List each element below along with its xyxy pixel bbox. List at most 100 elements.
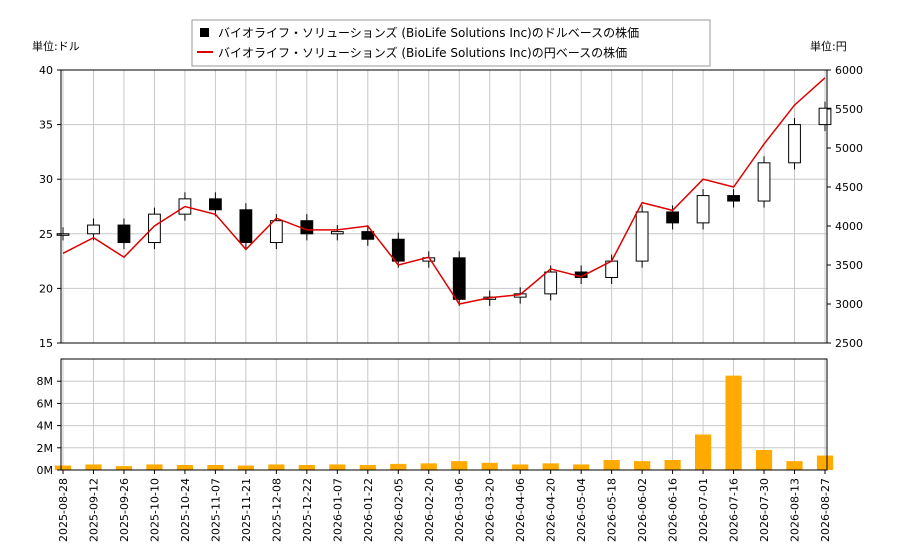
x-tick-label: 2026-03-06 xyxy=(453,478,466,542)
right-tick-label: 3500 xyxy=(835,259,863,272)
volume-bar xyxy=(237,465,254,470)
x-tick-label: 2026-05-04 xyxy=(575,478,588,542)
right-tick-label: 6000 xyxy=(835,64,863,77)
left-tick-label: 15 xyxy=(39,337,53,350)
volume-bar xyxy=(85,464,102,470)
legend-yen-label: バイオライフ・ソリューションズ (BioLife Solutions Inc)の… xyxy=(218,45,627,60)
dollar-candles xyxy=(56,101,832,306)
candle-body xyxy=(757,162,771,202)
candle-body xyxy=(696,195,710,224)
volume-bar xyxy=(298,465,315,470)
legend-square-marker xyxy=(200,28,209,37)
volume-bar xyxy=(329,464,346,470)
volume-bar xyxy=(115,466,133,470)
volume-bar xyxy=(755,450,773,470)
candle-body xyxy=(391,238,405,262)
volume-bar xyxy=(481,462,498,470)
x-tick-label: 2025-12-22 xyxy=(301,478,314,542)
right-tick-label: 4500 xyxy=(835,181,863,194)
axes: 2025-08-28 2025-09-12 2025-09-26 2025-10-10… xyxy=(37,64,864,542)
x-tick-label: 2025-09-26 xyxy=(118,478,131,542)
right-tick-label: 5000 xyxy=(835,142,863,155)
x-tick-label: 2026-08-13 xyxy=(789,478,802,542)
volume-bar xyxy=(390,463,407,470)
candle-body xyxy=(87,224,100,235)
candle-body xyxy=(788,124,801,164)
x-tick-label: 2026-04-06 xyxy=(514,478,527,542)
x-tick-label: 2025-10-10 xyxy=(148,478,161,542)
volume-tick-label: 0M xyxy=(37,464,54,477)
volume-tick-label: 2M xyxy=(37,442,54,455)
left-tick-label: 35 xyxy=(39,119,53,132)
volume-tick-label: 6M xyxy=(37,397,54,410)
x-tick-label: 2026-06-02 xyxy=(636,478,649,542)
volume-bar xyxy=(207,465,224,470)
volume-bar xyxy=(268,464,285,470)
x-tick-label: 2026-01-22 xyxy=(362,478,375,542)
candle-body xyxy=(56,233,70,236)
volume-panel-frame xyxy=(60,358,828,471)
candle-body xyxy=(148,213,161,244)
volume-bar xyxy=(420,463,437,470)
candle-body xyxy=(239,209,253,244)
volume-bar xyxy=(694,434,712,470)
candle-body xyxy=(452,257,466,300)
volume-bar xyxy=(512,464,529,470)
yen-price-line xyxy=(62,77,826,305)
x-tick-label: 2025-12-08 xyxy=(270,478,283,542)
volume-bar xyxy=(603,460,620,470)
volume-bar xyxy=(634,461,651,470)
x-tick-label: 2026-03-20 xyxy=(484,478,497,542)
legend-dollar-label: バイオライフ・ソリューションズ (BioLife Solutions Inc)の… xyxy=(218,25,639,40)
legend: バイオライフ・ソリューションズ (BioLife Solutions Inc)の… xyxy=(191,19,711,67)
x-tick-label: 2026-06-16 xyxy=(667,478,680,542)
candle-body xyxy=(269,220,283,244)
x-tick-label: 2026-07-16 xyxy=(728,478,741,542)
legend-box xyxy=(191,19,711,67)
volume-bar xyxy=(816,455,834,470)
volume-bar xyxy=(725,375,742,470)
candle-body xyxy=(727,195,740,202)
price-panel-frame xyxy=(60,69,828,344)
candle-body xyxy=(117,224,131,244)
volume-bars xyxy=(54,375,834,470)
right-tick-label: 4000 xyxy=(835,220,863,233)
candle-body xyxy=(300,220,314,235)
volume-tick-label: 4M xyxy=(37,420,54,433)
volume-bar xyxy=(786,461,803,470)
candle-body xyxy=(209,198,222,211)
volume-bar xyxy=(176,465,194,470)
volume-bar xyxy=(542,463,559,470)
volume-bar xyxy=(451,461,468,470)
x-tick-label: 2026-05-18 xyxy=(606,478,619,542)
candle-body xyxy=(544,271,558,295)
x-tick-label: 2025-10-24 xyxy=(179,478,192,542)
x-tick-label: 2025-11-21 xyxy=(240,478,253,542)
left-tick-label: 40 xyxy=(39,64,53,77)
candle-body xyxy=(330,231,344,235)
left-tick-label: 20 xyxy=(39,282,53,295)
x-tick-label: 2026-08-27 xyxy=(819,478,832,542)
candle-body xyxy=(361,231,375,240)
volume-bar xyxy=(54,465,72,470)
x-tick-label: 2025-11-07 xyxy=(209,478,222,542)
right-tick-label: 3000 xyxy=(835,298,863,311)
x-tick-label: 2026-02-05 xyxy=(392,478,405,542)
x-tick-label: 2026-07-30 xyxy=(758,478,771,542)
volume-tick-label: 8M xyxy=(37,375,54,388)
candle-body xyxy=(818,107,832,126)
right-unit-label: 単位:円 xyxy=(810,39,847,53)
x-tick-label: 2026-01-07 xyxy=(331,478,344,542)
x-tick-label: 2026-02-20 xyxy=(423,478,436,542)
left-unit-label: 単位:ドル xyxy=(32,39,80,53)
left-tick-label: 30 xyxy=(39,173,53,186)
x-tick-label: 2026-04-20 xyxy=(545,478,558,542)
left-tick-label: 25 xyxy=(39,228,53,241)
right-tick-label: 5500 xyxy=(835,103,863,116)
volume-bar xyxy=(359,465,376,470)
volume-bar xyxy=(573,464,590,470)
candle-body xyxy=(666,211,679,224)
x-tick-label: 2026-07-01 xyxy=(697,478,710,542)
